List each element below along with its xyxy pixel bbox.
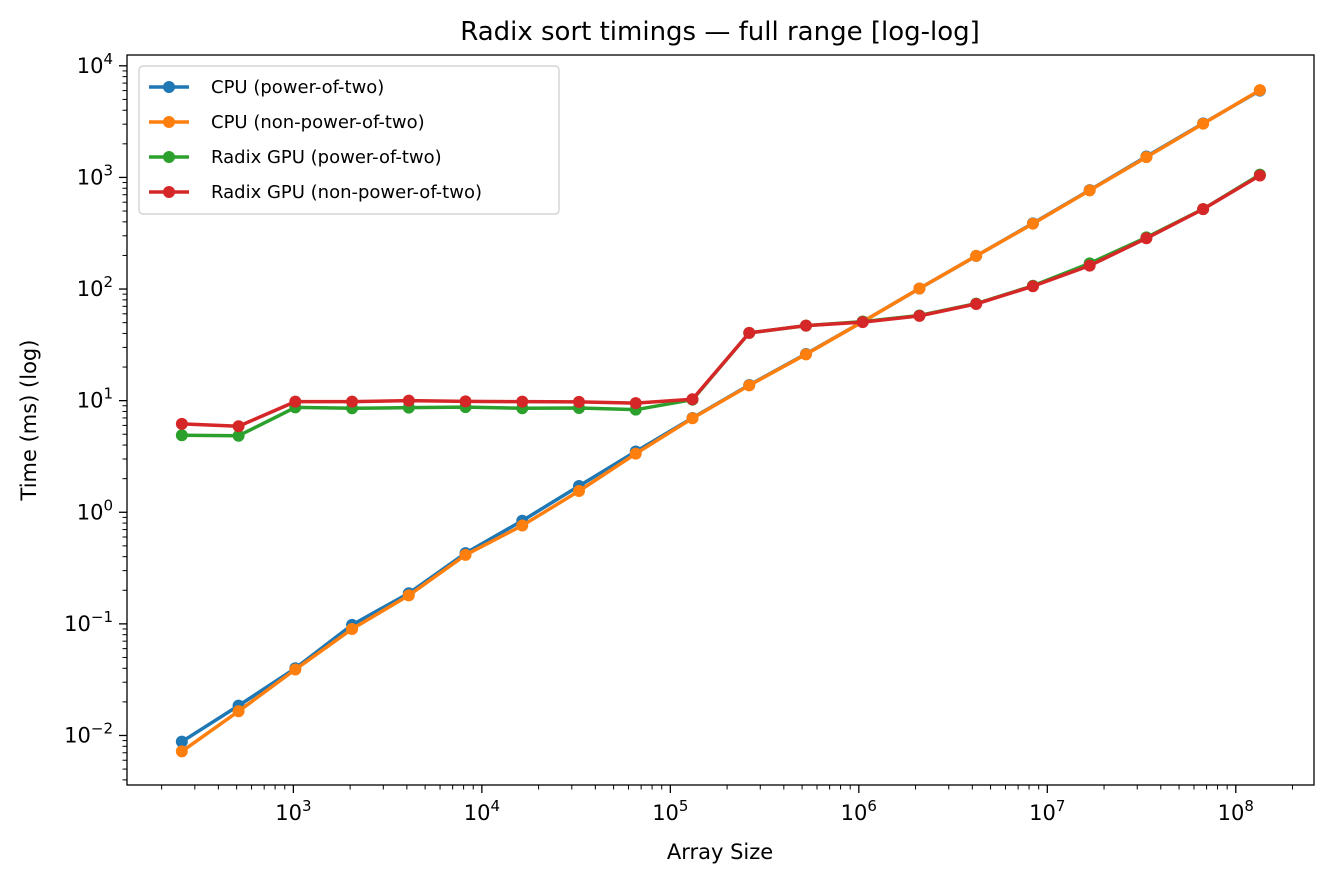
legend-marker <box>163 186 175 198</box>
data-point <box>459 395 472 408</box>
plot-area <box>175 84 1266 758</box>
series-2 <box>175 84 1266 758</box>
data-point <box>913 282 926 295</box>
data-point <box>743 326 756 339</box>
data-point <box>799 348 812 361</box>
data-point <box>175 735 188 748</box>
legend-item: Radix GPU (power-of-two) <box>149 147 442 168</box>
y-tick-label: 103 <box>77 161 113 189</box>
x-tick-label: 108 <box>1218 797 1254 825</box>
data-point <box>686 412 699 425</box>
y-axis-label: Time (ms) (log) <box>17 340 41 502</box>
axes-frame <box>126 54 1315 786</box>
x-tick-label: 106 <box>841 797 877 825</box>
y-tick-label: 10−2 <box>64 719 113 747</box>
data-point <box>232 429 245 442</box>
x-axis-label: Array Size <box>667 840 773 864</box>
data-point <box>1140 151 1153 164</box>
data-point <box>516 395 529 408</box>
data-point <box>1140 232 1153 245</box>
x-tick-label: 107 <box>1029 797 1065 825</box>
legend-marker <box>163 151 175 163</box>
data-point <box>629 397 642 410</box>
data-point <box>970 249 983 262</box>
x-tick-label: 104 <box>464 797 500 825</box>
series-line <box>180 88 1261 753</box>
data-point <box>856 316 869 329</box>
data-point <box>1253 84 1266 97</box>
y-tick-label: 104 <box>77 50 113 78</box>
data-point <box>175 429 188 442</box>
data-point <box>799 319 812 332</box>
chart-title: Radix sort timings — full range [log-log… <box>460 17 980 47</box>
data-point <box>346 395 359 408</box>
data-point <box>573 395 586 408</box>
data-point <box>970 297 983 310</box>
data-point <box>232 420 245 433</box>
data-point <box>175 417 188 430</box>
y-tick-label: 101 <box>77 385 113 413</box>
legend-label: CPU (power-of-two) <box>211 77 384 98</box>
data-point <box>232 705 245 718</box>
legend-item: Radix GPU (non-power-of-two) <box>149 182 482 203</box>
y-tick-label: 10−1 <box>64 608 113 636</box>
data-point <box>743 379 756 392</box>
data-point <box>402 394 415 407</box>
data-point <box>289 663 302 676</box>
legend-label: Radix GPU (non-power-of-two) <box>211 182 482 203</box>
data-point <box>686 393 699 406</box>
data-point <box>346 622 359 635</box>
x-tick-label: 103 <box>275 797 311 825</box>
data-point <box>1253 169 1266 182</box>
data-point <box>516 519 529 532</box>
series-4 <box>175 169 1266 433</box>
legend-label: CPU (non-power-of-two) <box>211 112 425 133</box>
series-line <box>181 174 1261 428</box>
y-tick-label: 102 <box>77 273 113 301</box>
legend-label: Radix GPU (power-of-two) <box>211 147 442 168</box>
data-point <box>1083 259 1096 272</box>
legend-item: CPU (non-power-of-two) <box>149 112 425 133</box>
legend-item: CPU (power-of-two) <box>149 77 384 98</box>
data-point <box>402 589 415 602</box>
axis-ticks: 103 104 105 106 107 108 10−2 10−1 100 101 102 103 10… <box>64 50 1294 825</box>
data-point <box>1197 117 1210 130</box>
data-point <box>1026 280 1039 293</box>
data-point <box>1026 217 1039 230</box>
data-point <box>573 485 586 498</box>
data-point <box>629 447 642 460</box>
data-point <box>1197 203 1210 216</box>
data-point <box>459 548 472 561</box>
data-point <box>289 395 302 408</box>
data-point <box>913 309 926 322</box>
legend-box <box>138 65 560 215</box>
legend-marker <box>163 81 175 93</box>
x-tick-label: 105 <box>652 797 688 825</box>
y-tick-label: 100 <box>77 496 113 524</box>
legend: CPU (power-of-two) CPU (non-power-of-two)… <box>138 65 560 215</box>
data-point <box>175 745 188 758</box>
data-point <box>1083 184 1096 197</box>
legend-marker <box>163 116 175 128</box>
